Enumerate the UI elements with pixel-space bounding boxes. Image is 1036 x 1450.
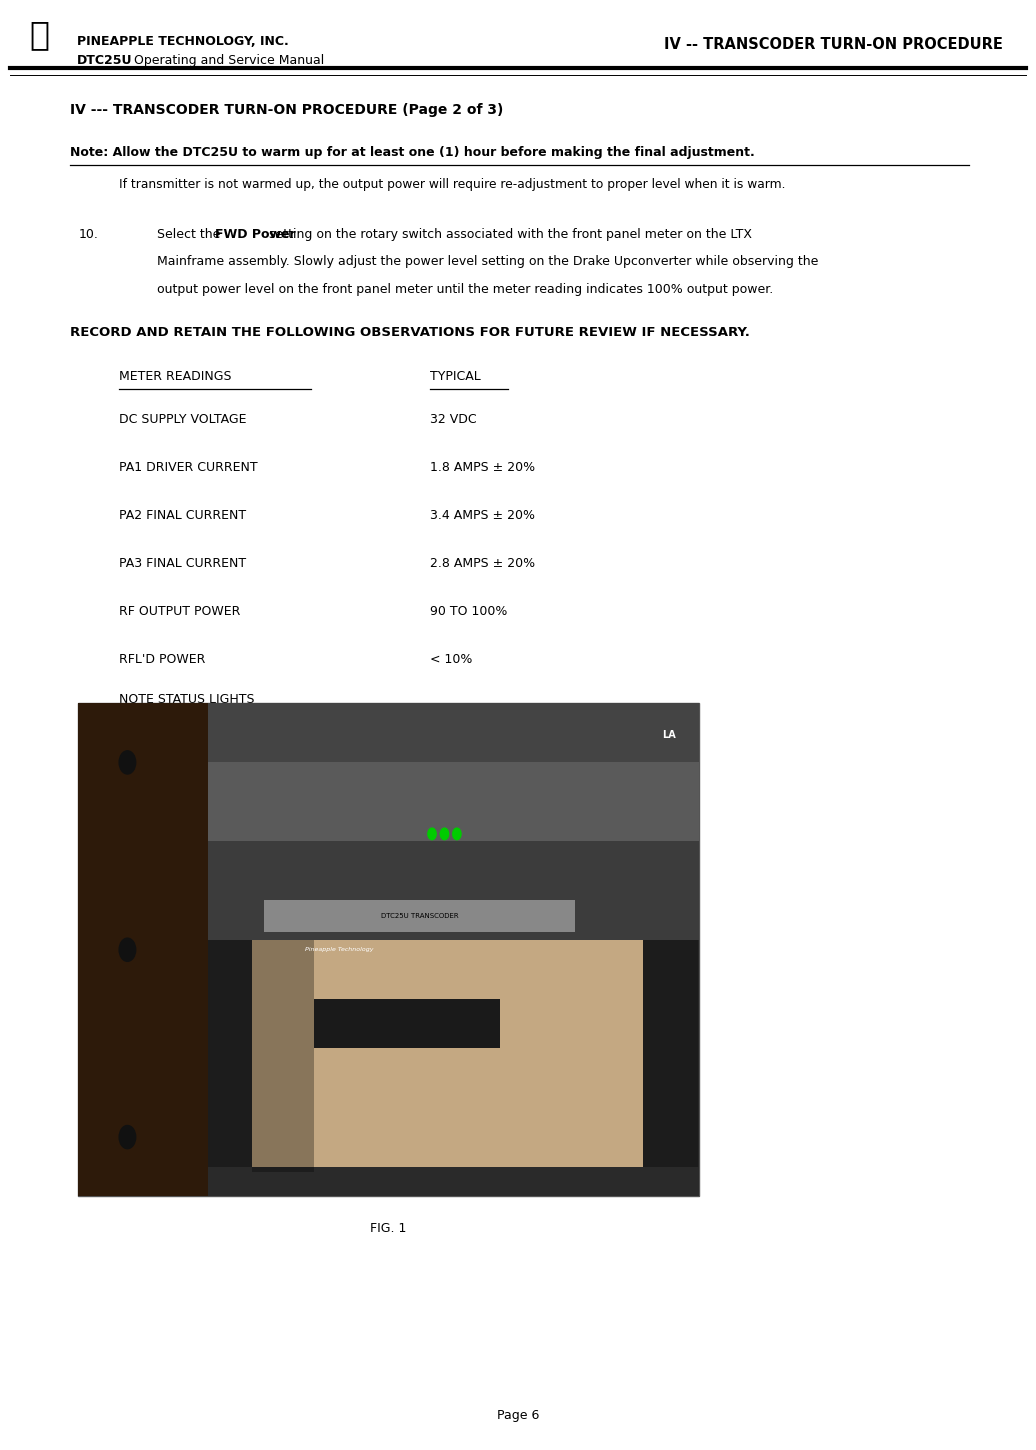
Text: LA: LA — [662, 731, 675, 741]
Text: Page 6: Page 6 — [497, 1409, 539, 1422]
FancyBboxPatch shape — [252, 940, 314, 1172]
Text: 90 TO 100%: 90 TO 100% — [430, 605, 508, 618]
Text: DC SUPPLY VOLTAGE: DC SUPPLY VOLTAGE — [119, 413, 247, 426]
Text: output power level on the front panel meter until the meter reading indicates 10: output power level on the front panel me… — [157, 283, 774, 296]
Text: DTC25U TRANSCODER: DTC25U TRANSCODER — [381, 914, 458, 919]
Text: Note: Allow the DTC25U to warm up for at least one (1) hour before making the fi: Note: Allow the DTC25U to warm up for at… — [70, 146, 755, 160]
Text: METER READINGS: METER READINGS — [119, 370, 232, 383]
Text: FWD Power: FWD Power — [215, 228, 295, 241]
Circle shape — [119, 751, 136, 774]
Text: TEMP: TEMP — [119, 784, 153, 798]
Text: RFL'D POWER: RFL'D POWER — [119, 652, 205, 666]
Text: FIG. 1: FIG. 1 — [370, 1222, 407, 1235]
Text: IV --- TRANSCODER TURN-ON PROCEDURE (Page 2 of 3): IV --- TRANSCODER TURN-ON PROCEDURE (Pag… — [70, 103, 503, 117]
FancyBboxPatch shape — [208, 703, 699, 763]
Text: Mainframe assembly. Slowly adjust the power level setting on the Drake Upconvert: Mainframe assembly. Slowly adjust the po… — [157, 255, 818, 268]
Circle shape — [119, 1125, 136, 1148]
Text: RECORD AND RETAIN THE FOLLOWING OBSERVATIONS FOR FUTURE REVIEW IF NECESSARY.: RECORD AND RETAIN THE FOLLOWING OBSERVAT… — [70, 326, 750, 339]
Text: 🍍: 🍍 — [29, 19, 50, 51]
FancyBboxPatch shape — [252, 940, 643, 1172]
Text: DTC25U: DTC25U — [77, 54, 133, 67]
Text: RF OUTPUT POWER: RF OUTPUT POWER — [119, 605, 240, 618]
Text: PA1 DRIVER CURRENT: PA1 DRIVER CURRENT — [119, 461, 258, 474]
Text: 1.8 AMPS ± 20%: 1.8 AMPS ± 20% — [430, 461, 535, 474]
Text: < 10%: < 10% — [430, 652, 472, 666]
Text: 3.4 AMPS ± 20%: 3.4 AMPS ± 20% — [430, 509, 535, 522]
Text: IV -- TRANSCODER TURN-ON PROCEDURE: IV -- TRANSCODER TURN-ON PROCEDURE — [664, 38, 1003, 52]
FancyBboxPatch shape — [208, 1167, 699, 1196]
Text: Pineapple Technology: Pineapple Technology — [305, 947, 373, 953]
Text: FAN: FAN — [119, 737, 143, 750]
Text: setting on the rotary switch associated with the front panel meter on the LTX: setting on the rotary switch associated … — [265, 228, 752, 241]
Circle shape — [453, 828, 461, 840]
Text: TYPICAL: TYPICAL — [430, 370, 481, 383]
Text: If transmitter is not warmed up, the output power will require re-adjustment to : If transmitter is not warmed up, the out… — [119, 178, 785, 191]
Text: Operating and Service Manual: Operating and Service Manual — [126, 54, 324, 67]
FancyBboxPatch shape — [314, 999, 500, 1048]
Text: PA2 FINAL CURRENT: PA2 FINAL CURRENT — [119, 509, 247, 522]
FancyBboxPatch shape — [78, 703, 208, 1196]
Circle shape — [428, 828, 436, 840]
Text: PINEAPPLE TECHNOLOGY, INC.: PINEAPPLE TECHNOLOGY, INC. — [77, 35, 288, 48]
Text: +DC: +DC — [119, 832, 148, 845]
Text: GREEN: GREEN — [430, 832, 473, 845]
FancyBboxPatch shape — [208, 703, 699, 940]
Text: PA3 FINAL CURRENT: PA3 FINAL CURRENT — [119, 557, 247, 570]
Text: Select the: Select the — [157, 228, 225, 241]
Text: 10.: 10. — [79, 228, 98, 241]
FancyBboxPatch shape — [78, 703, 699, 1196]
Text: NOTE STATUS LIGHTS: NOTE STATUS LIGHTS — [119, 693, 255, 706]
Text: 2.8 AMPS ± 20%: 2.8 AMPS ± 20% — [430, 557, 535, 570]
Circle shape — [440, 828, 449, 840]
Text: GREEN: GREEN — [430, 737, 473, 750]
Circle shape — [119, 938, 136, 961]
Text: 32 VDC: 32 VDC — [430, 413, 477, 426]
FancyBboxPatch shape — [264, 900, 575, 932]
Text: GREEN: GREEN — [430, 784, 473, 798]
FancyBboxPatch shape — [208, 753, 699, 841]
